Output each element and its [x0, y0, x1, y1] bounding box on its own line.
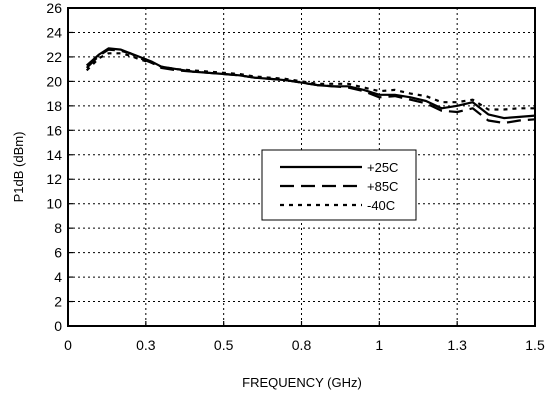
y-tick-label: 8 — [54, 220, 62, 236]
legend-label-m40c: -40C — [367, 198, 395, 213]
y-axis-title: P1dB (dBm) — [11, 132, 26, 203]
y-tick-label: 10 — [46, 196, 62, 212]
tick-marks — [67, 7, 536, 327]
series-line-m40c — [85, 52, 535, 111]
y-tick-label: 16 — [46, 122, 62, 138]
y-tick-label: 22 — [46, 49, 62, 65]
y-tick-label: 12 — [46, 171, 62, 187]
x-axis-title: FREQUENCY (GHz) — [242, 375, 362, 390]
y-tick-label: 20 — [46, 73, 62, 89]
x-tick-label: 0.8 — [292, 337, 312, 353]
grid-lines — [68, 8, 535, 326]
y-tick-label: 6 — [54, 245, 62, 261]
x-tick-label: 1.3 — [447, 337, 467, 353]
series-lines — [85, 47, 536, 125]
x-tick-label: 0.3 — [136, 337, 156, 353]
x-tick-label: 1 — [375, 337, 383, 353]
legend: +25C +85C -40C — [261, 149, 417, 221]
y-tick-label: 14 — [46, 147, 62, 163]
y-tick-label: 18 — [46, 98, 62, 114]
y-tick-label: 26 — [46, 0, 62, 16]
y-tick-label: 2 — [54, 294, 62, 310]
y-tick-label: 24 — [46, 24, 62, 40]
x-tick-label: 0 — [64, 337, 72, 353]
y-tick-label: 0 — [54, 318, 62, 334]
series-line-85c — [85, 48, 536, 125]
x-tick-labels: 0 0.3 0.5 0.8 1 1.3 1.5 — [64, 337, 545, 353]
x-tick-label: 0.5 — [214, 337, 234, 353]
y-tick-label: 4 — [54, 269, 62, 285]
x-tick-label: 1.5 — [525, 337, 545, 353]
legend-label-85c: +85C — [367, 179, 398, 194]
legend-label-25c: +25C — [367, 160, 398, 175]
